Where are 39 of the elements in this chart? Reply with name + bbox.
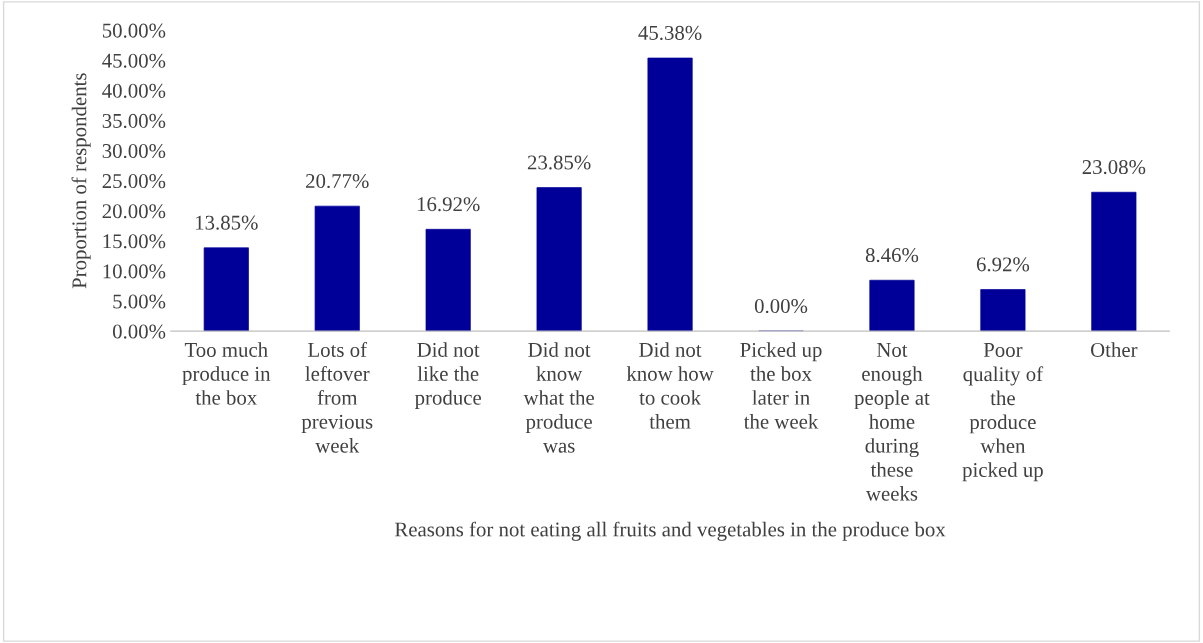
y-tick-label: 5.00% [113,294,166,309]
bar [647,57,693,332]
x-tick-label: Did not like the produce [414,342,482,410]
x-tick-label: Did not know how to cook them [626,342,714,429]
data-label: 45.38% [638,25,702,40]
x-axis-title: Reasons for not eating all fruits and vegetables in the produce box [394,521,946,541]
bar [425,228,471,332]
data-label: 13.85% [196,215,258,230]
data-label: 20.77% [306,173,369,189]
y-axis-title: Proportion of respondents [71,73,91,289]
x-tick-label: Lots of leftover from previous week [301,342,373,453]
bar [1091,191,1137,332]
x-tick-label: Too much produce in the box [182,342,271,405]
y-tick-label: 50.00% [102,23,166,38]
y-tick-label: 40.00% [102,83,166,98]
data-label: 8.46% [865,248,919,263]
data-label: 0.00% [754,298,808,314]
y-tick-label: 35.00% [102,113,166,129]
bar [536,187,582,332]
bar [980,289,1026,332]
y-tick-label: 25.00% [102,174,166,189]
y-tick-label: 10.00% [103,264,166,279]
data-label: 23.08% [1082,160,1146,175]
y-tick-label: 30.00% [102,143,166,159]
y-tick-label: 20.00% [102,204,166,219]
bar [869,279,915,332]
data-label: 16.92% [417,197,480,212]
x-tick-label: Poor quality of the produce when picked up [962,343,1044,482]
x-tick-label: Not enough people at home during these weeks [854,343,930,501]
y-tick-label: 0.00% [112,324,166,339]
y-tick-label: 45.00% [102,53,166,68]
y-tick-label: 15.00% [103,234,166,249]
data-label: 6.92% [976,257,1030,272]
bar [314,205,360,332]
x-tick-label: Did not know what the produce was [523,342,594,453]
x-tick-label: Picked up the box later in the week [740,342,822,429]
x-tick-label: Other [1090,342,1138,357]
data-label: 23.85% [527,155,591,170]
bar [203,247,249,332]
